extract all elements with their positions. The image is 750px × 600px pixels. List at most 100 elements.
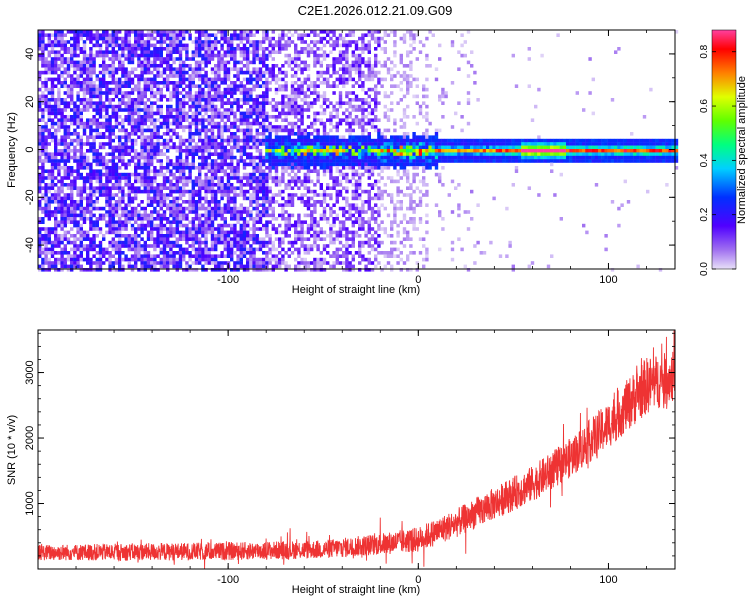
spectrogram-cell [271,206,275,211]
spectrogram-cell [297,196,301,201]
spectrogram-cell [92,206,96,211]
spectrogram-cell [57,118,61,122]
spectrogram-cell [271,149,275,153]
spectrogram-cell [76,125,80,129]
spectrogram-cell [137,159,141,163]
spectrogram-cell [230,176,234,180]
spectrogram-cell [258,155,263,160]
spectrogram-cell [114,81,119,85]
spectrogram-cell [137,172,141,177]
spectrogram-cell [210,94,215,99]
spectrogram-cell [70,264,74,269]
spectrogram-cell [345,254,349,258]
spectrogram-cell [159,217,163,221]
spectrogram-cell [223,74,227,78]
spectrogram-cell [255,128,259,133]
spectrogram-cell [111,186,115,190]
spectrogram-cell [188,81,192,85]
spectrogram-cell [236,43,240,48]
spectrogram-cell [249,87,253,92]
spectrogram-cell [329,223,333,228]
spectrogram-cell [169,213,173,218]
spectrogram-cell [143,176,147,180]
spectrogram-cell [70,149,74,153]
spectrogram-cell [255,43,259,48]
spectrogram-cell [220,57,224,61]
spectrogram-cell [178,43,183,48]
spectrogram-cell [44,64,48,68]
spectrogram-cell [73,36,77,41]
spectrogram-cell [98,176,103,180]
spectrogram-cell [294,268,298,272]
spectrogram-cell [140,142,144,146]
spectrogram-cell [217,227,221,231]
spectrogram-cell [185,91,189,95]
spectrogram-cell [89,33,93,37]
spectrogram-cell [38,203,42,207]
spectrogram-cell [338,135,343,139]
spectrogram-cell [249,60,253,65]
spectrogram-cell [130,189,135,194]
spectrogram-cell [166,74,170,78]
spectrogram-cell [111,50,115,54]
spectrogram-cell [290,132,295,136]
spectrogram-cell [108,200,112,204]
spectrogram-cell [140,132,144,136]
spectrogram-cell [47,210,51,214]
spectrogram-cell [258,104,263,109]
spectrogram-cell [172,115,176,119]
spectrogram-cell [140,152,144,156]
spectrogram-cell [306,142,311,146]
spectrogram-cell [217,155,221,160]
spectrogram-cell [150,94,154,99]
spectrogram-cell [102,101,106,105]
spectrogram-cell [230,155,234,160]
spectrogram-cell [274,230,279,235]
spectrogram-cell [194,91,199,95]
spectrogram-cell [239,179,243,184]
spectrogram-cell [143,244,147,248]
spectrogram-cell [287,203,291,207]
spectrogram-cell [274,217,279,221]
spectrogram-cell [118,176,122,180]
spectrogram-cell [335,84,339,88]
spectrogram-cell [127,261,131,265]
spectrogram-cell [252,159,256,163]
spectrogram-cell [50,87,55,92]
spectrogram-cell [121,94,125,99]
spectrogram-cell [159,115,163,119]
spectrogram-cell [262,91,266,95]
spectrogram-cell [44,60,48,65]
spectrogram-cell [140,67,144,71]
spectrogram-cell [268,74,272,78]
spectrogram-cell [265,84,269,88]
spectrogram-cell [156,240,160,245]
spectrogram-cell [95,50,99,54]
spectrogram-cell [92,64,96,68]
spectrogram-cell [118,60,122,65]
spectrogram-cell [178,118,183,122]
spectrogram-cell [111,196,115,201]
spectrogram-cell [281,145,285,150]
spectrogram-cell [281,217,285,221]
spectrogram-cell [278,101,282,105]
spectrogram-cell [63,155,67,160]
spectrogram-cell [60,43,64,48]
spectrogram-cell [172,227,176,231]
spectrogram-cell [287,108,291,112]
spectrogram-cell [92,135,96,139]
spectrogram-cell [271,47,275,51]
spectrogram-cell [201,203,205,207]
spectrogram-cell [274,125,279,129]
spectrogram-cell [79,234,83,238]
spectrogram-cell [114,186,119,190]
spectrogram-cell [262,128,266,133]
spectrogram-cell [146,43,151,48]
spectrogram-cell [271,240,275,245]
spectrogram-cell [86,101,90,105]
spectrogram-cell [255,108,259,112]
spectrogram-cell [82,176,87,180]
spectrogram-cell [236,220,240,224]
spectrogram-cell [134,111,138,116]
spectrogram-cell [310,210,314,214]
